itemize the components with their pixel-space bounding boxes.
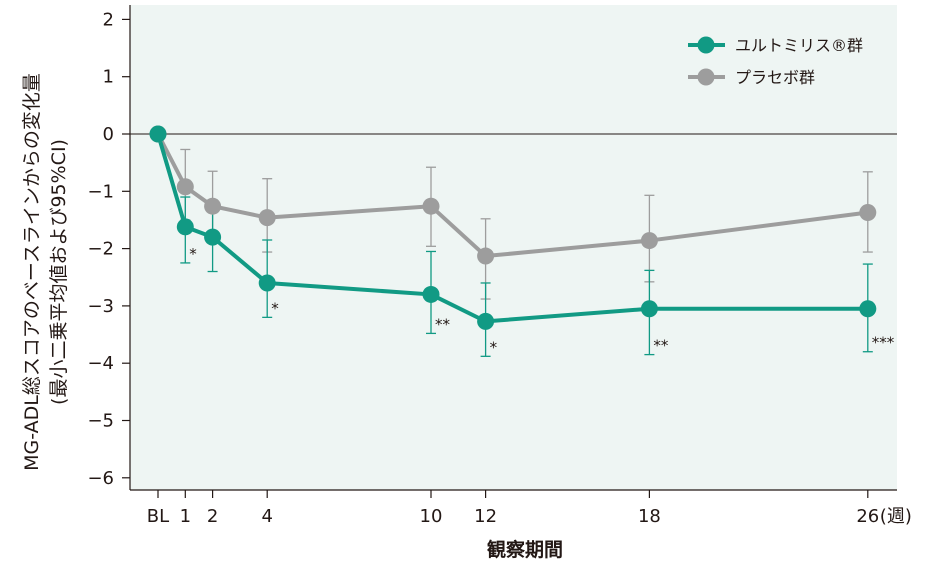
significance-annotations: ***** ** *** — [189, 245, 895, 356]
plot-area — [129, 5, 897, 491]
y-tick-label: 1 — [103, 67, 114, 88]
data-point — [477, 247, 495, 265]
data-point — [859, 300, 877, 318]
y-tick-label: −2 — [87, 239, 114, 260]
y-axis-title: MG-ADL総スコアのベースラインからの変化量 (最小二乗平均値および95%CI… — [21, 73, 70, 471]
data-point — [204, 197, 222, 215]
data-point — [176, 218, 194, 236]
y-axis-title-line1: MG-ADL総スコアのベースラインからの変化量 — [21, 73, 43, 471]
x-unit-label: (週) — [880, 506, 912, 527]
data-point — [859, 204, 877, 222]
plot-background — [130, 5, 897, 490]
x-tick-label: 12 — [474, 506, 497, 527]
y-tick-label: −4 — [87, 353, 114, 374]
x-tick-label: 2 — [207, 506, 218, 527]
data-point — [204, 228, 222, 246]
data-point — [258, 274, 276, 292]
y-tick-label: 0 — [103, 124, 114, 145]
significance-marker: * — [189, 245, 197, 263]
data-point — [422, 197, 440, 215]
x-tick-label: 4 — [261, 506, 272, 527]
x-axis: BL 1 2 4 10 12 18 26 (週) — [147, 490, 912, 527]
legend-marker — [697, 36, 715, 54]
series-points — [149, 125, 877, 330]
y-tick-label: −3 — [87, 296, 114, 317]
y-tick-label: −6 — [87, 468, 114, 489]
significance-marker: * — [490, 338, 498, 356]
data-point — [176, 178, 194, 196]
y-tick-label: −5 — [87, 411, 114, 432]
x-tick-label: BL — [147, 506, 169, 527]
x-tick-label: 26 — [856, 506, 879, 527]
legend-label: プラセボ群 — [735, 68, 815, 87]
y-tick-label: 2 — [103, 9, 114, 30]
y-axis: 2 1 0 −1 −2 −3 −4 −5 −6 — [87, 9, 130, 489]
significance-marker: *** — [872, 334, 895, 352]
data-point — [149, 125, 167, 143]
data-point — [640, 232, 658, 250]
data-point — [258, 209, 276, 227]
data-point — [640, 300, 658, 318]
data-point — [477, 312, 495, 330]
legend-marker — [697, 68, 715, 86]
significance-marker: ** — [435, 315, 451, 333]
x-tick-label: 10 — [420, 506, 443, 527]
significance-marker: ** — [653, 337, 669, 355]
y-tick-label: −1 — [87, 181, 114, 202]
data-point — [422, 285, 440, 303]
x-tick-label: 18 — [638, 506, 661, 527]
legend-label: ユルトミリス®群 — [735, 36, 863, 55]
x-axis-title: 観察期間 — [487, 538, 563, 561]
significance-marker: * — [271, 299, 279, 317]
x-tick-label: 1 — [180, 506, 191, 527]
y-axis-title-line2: (最小二乗平均値および95%CI) — [48, 139, 70, 405]
